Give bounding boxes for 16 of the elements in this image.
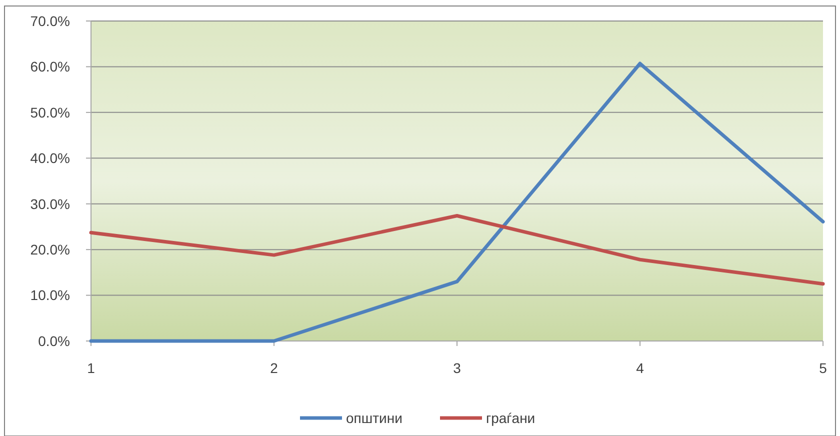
y-tick-label: 30.0% [30, 196, 70, 212]
x-tick-label: 5 [819, 360, 828, 376]
x-tick-label: 2 [270, 360, 278, 376]
legend-label: граѓани [486, 410, 536, 426]
y-tick-label: 60.0% [30, 58, 70, 75]
x-tick-label: 4 [636, 360, 644, 376]
x-tick-label: 1 [87, 360, 96, 376]
y-tick-label: 70.0% [30, 12, 70, 29]
y-tick-label: 50.0% [30, 104, 70, 120]
y-tick-label: 0.0% [38, 332, 70, 349]
y-tick-label: 10.0% [30, 287, 70, 304]
line-series [89, 214, 825, 286]
legend-label: општини [346, 410, 402, 426]
y-tick-label: 20.0% [30, 241, 70, 258]
y-tick-label: 40.0% [30, 150, 70, 166]
x-tick-label: 3 [453, 360, 462, 376]
